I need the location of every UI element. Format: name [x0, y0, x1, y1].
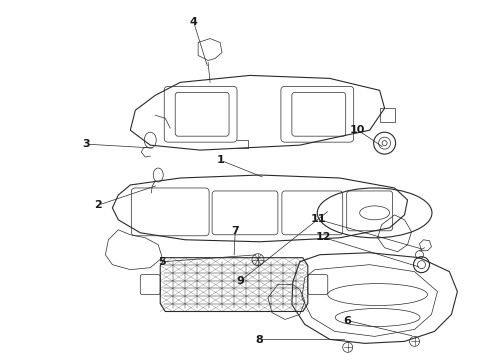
Text: 7: 7 [231, 226, 239, 236]
Text: 4: 4 [190, 17, 197, 27]
Text: 1: 1 [217, 155, 224, 165]
Text: 6: 6 [343, 316, 351, 325]
Text: 2: 2 [95, 200, 102, 210]
Text: 5: 5 [158, 257, 166, 267]
Text: 11: 11 [311, 215, 326, 224]
Text: 12: 12 [316, 232, 331, 242]
Text: 8: 8 [256, 334, 264, 345]
Text: 9: 9 [236, 276, 244, 286]
Text: 10: 10 [350, 125, 365, 135]
Text: 3: 3 [82, 139, 90, 149]
